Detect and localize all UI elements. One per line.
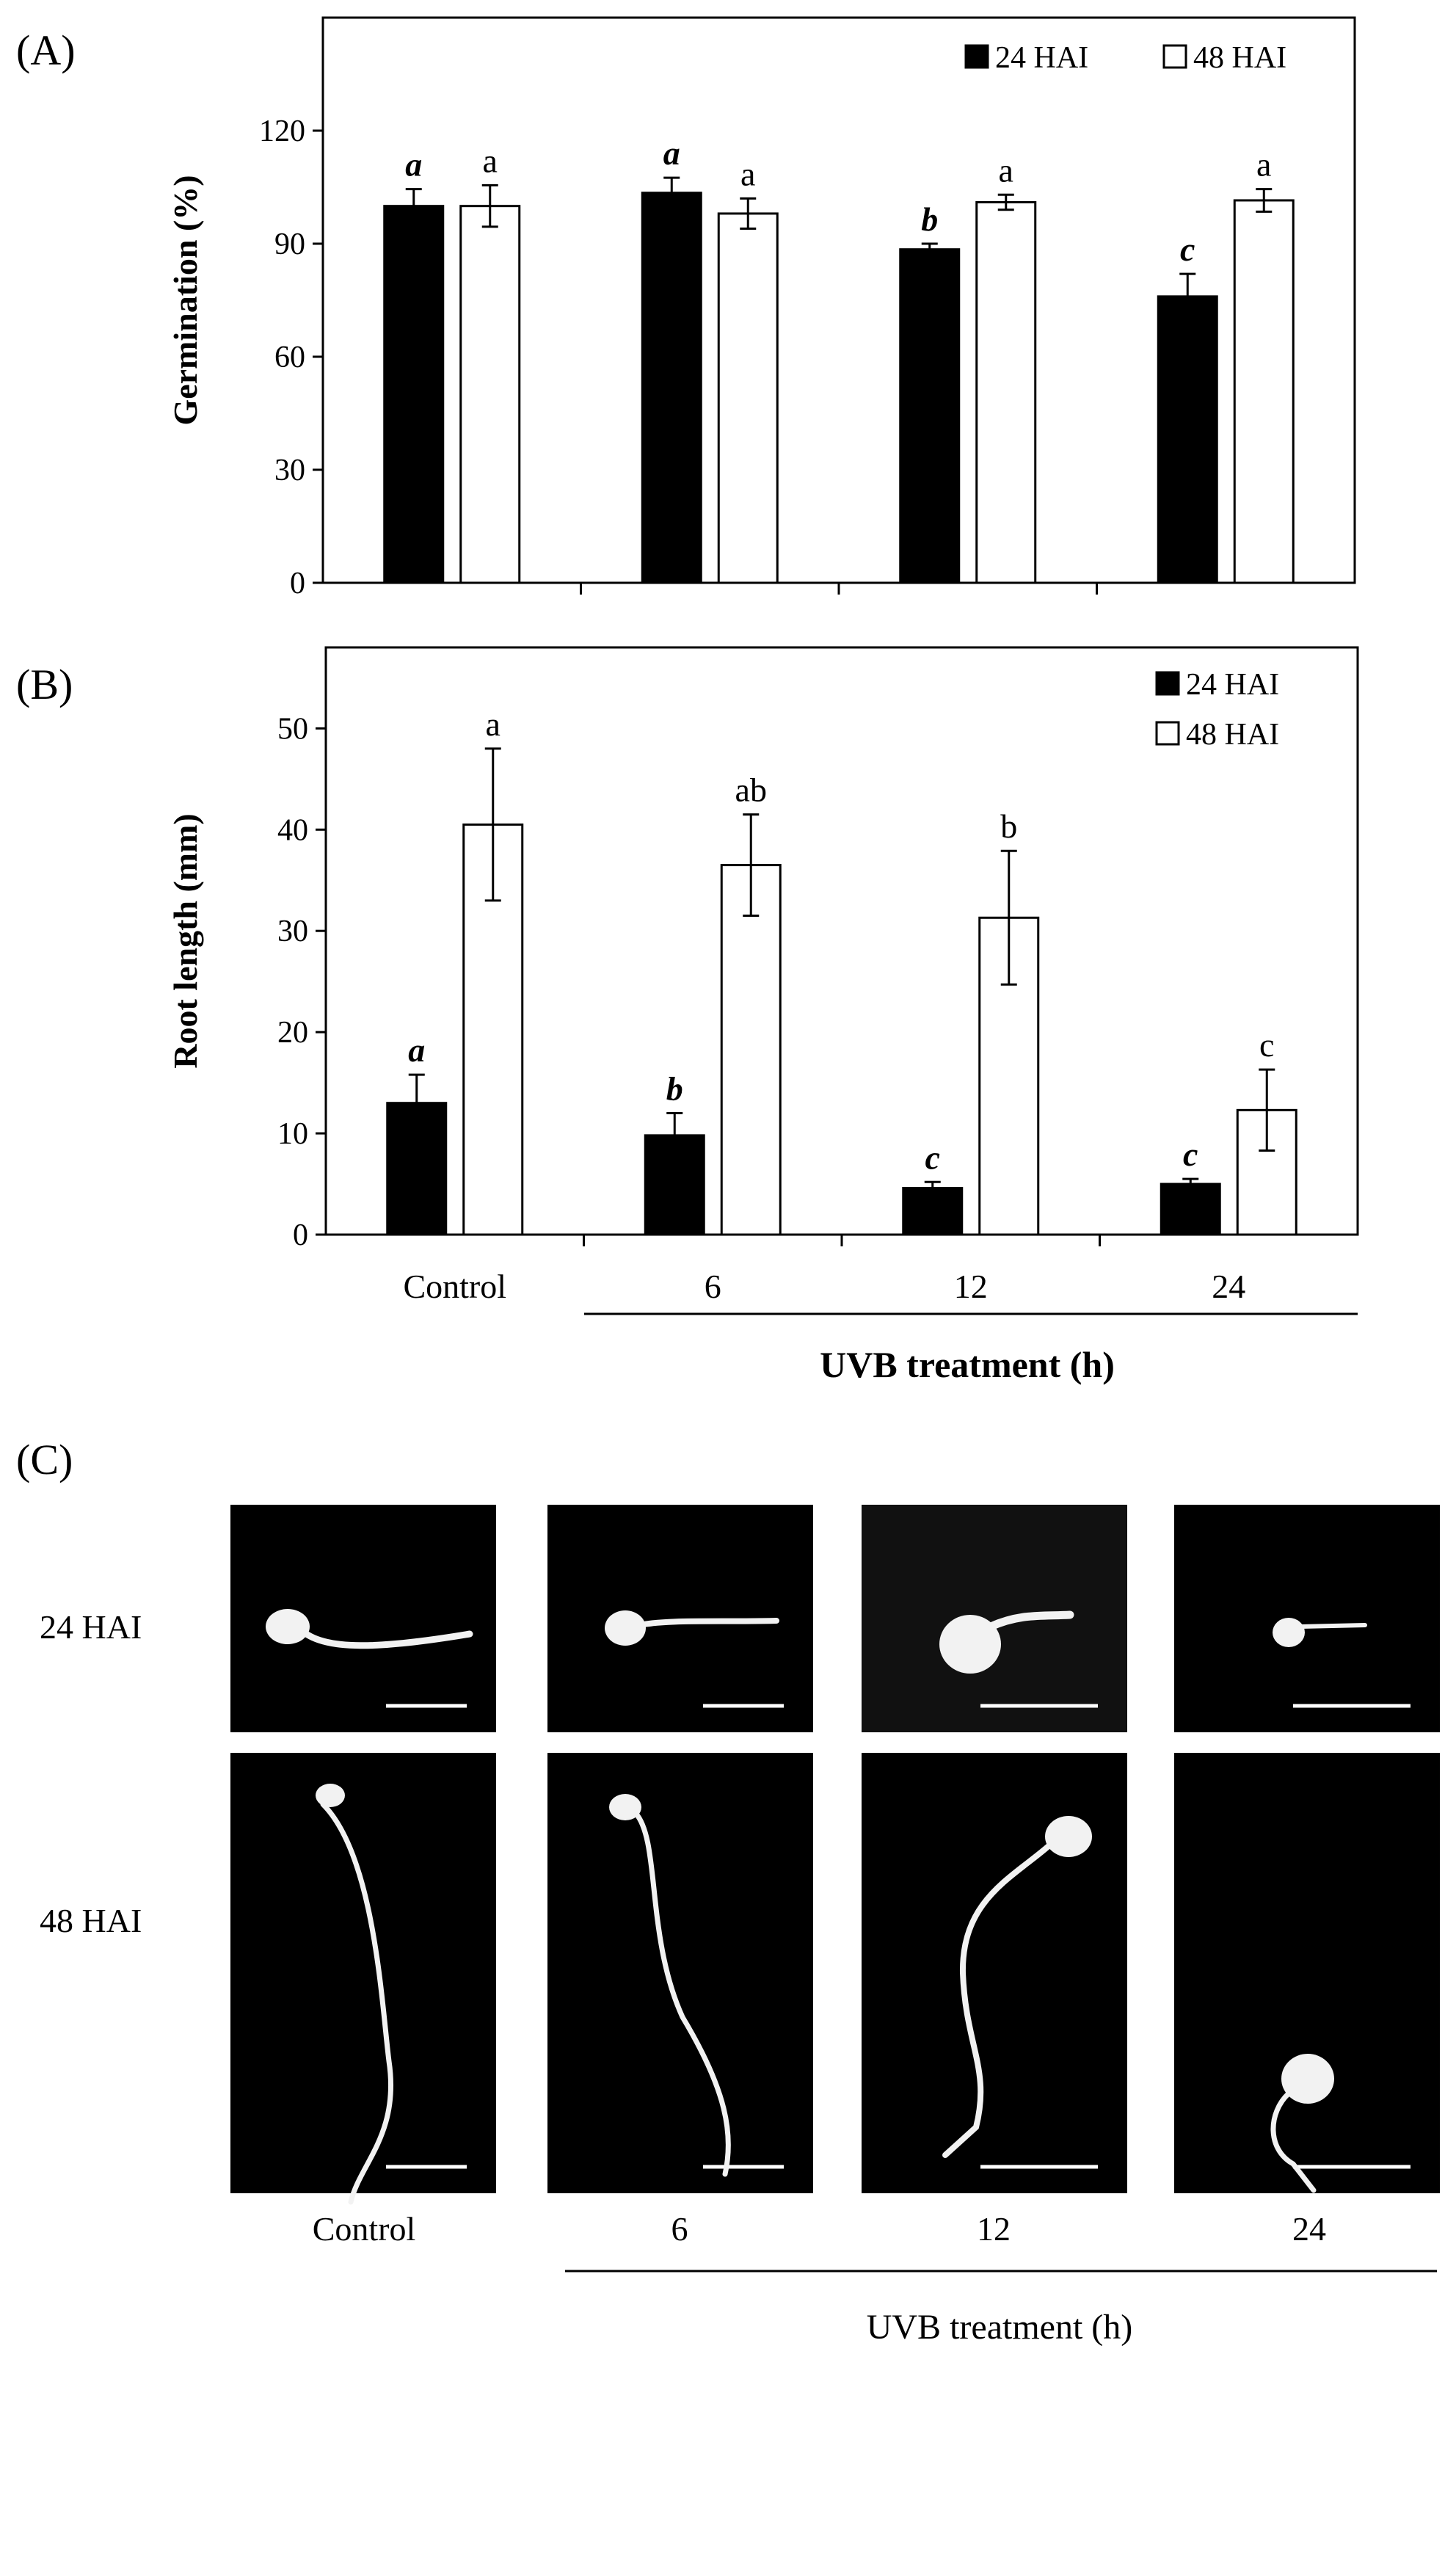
seedling-photo	[1174, 1753, 1440, 2193]
seedling-root	[320, 1801, 394, 2205]
significance-letter: c	[1183, 1136, 1198, 1173]
significance-letter: c	[1259, 1026, 1274, 1064]
significance-letter: a	[740, 155, 755, 192]
significance-letter: a	[999, 151, 1013, 189]
y-tick-label: 20	[277, 1016, 308, 1050]
panel-label-c: (C)	[16, 1436, 73, 1483]
panel-label-a: (A)	[16, 26, 76, 74]
seedling-seed	[1045, 1816, 1092, 1857]
column-label: Control	[313, 2210, 416, 2248]
legend-label: 48 HAI	[1193, 41, 1286, 75]
legend-swatch	[1155, 721, 1180, 746]
bar	[383, 205, 445, 584]
bar	[1160, 1183, 1221, 1236]
y-tick-label: 30	[274, 454, 305, 487]
significance-letter: a	[408, 1031, 425, 1069]
bar	[641, 192, 702, 584]
bar	[1233, 199, 1295, 584]
column-label: 6	[671, 2210, 688, 2248]
seedling-seed	[1281, 2054, 1334, 2104]
significance-letter: a	[663, 134, 680, 172]
y-tick-label: 30	[277, 915, 308, 948]
significance-letter: a	[405, 146, 422, 184]
photo-x-label: UVB treatment (h)	[867, 2308, 1133, 2347]
seedling-photo	[862, 1753, 1127, 2193]
seedling-root	[942, 1842, 1052, 2158]
bar	[902, 1187, 964, 1236]
legend-swatch	[1162, 44, 1187, 69]
y-tick-label: 60	[274, 341, 305, 374]
row-label: 24 HAI	[40, 1608, 142, 1646]
seedling-root	[637, 1618, 779, 1628]
bar	[975, 201, 1037, 584]
y-tick-label: 10	[277, 1117, 308, 1151]
significance-letter: b	[921, 200, 938, 238]
seedling-root	[1270, 2090, 1317, 2193]
significance-letter: c	[925, 1138, 940, 1176]
y-tick-label: 50	[277, 712, 308, 746]
x-tick-label: 12	[954, 1268, 988, 1305]
seedling-root	[1300, 1623, 1367, 1629]
seedling-seed	[316, 1784, 345, 1807]
seedling-photo	[547, 1753, 813, 2193]
seedling-root	[633, 1810, 731, 2177]
x-tick-label: Control	[403, 1268, 506, 1305]
significance-letter: b	[1000, 807, 1017, 845]
legend-label: 24 HAI	[1186, 668, 1279, 702]
seedling-seed	[1273, 1618, 1305, 1647]
x-tick-label: 6	[705, 1268, 721, 1305]
bar	[899, 248, 961, 584]
seedling-root	[986, 1610, 1074, 1631]
significance-letter: b	[666, 1069, 683, 1107]
y-tick-label: 0	[290, 567, 305, 600]
significance-letter: c	[1180, 230, 1195, 268]
seedling-root	[297, 1626, 473, 1649]
significance-letter: a	[483, 142, 498, 179]
seedling-photo	[862, 1505, 1127, 1732]
y-tick-label: 90	[274, 228, 305, 261]
significance-letter: a	[1256, 146, 1271, 184]
seedling-seed	[266, 1609, 310, 1644]
significance-letter: ab	[735, 771, 767, 809]
legend-label: 24 HAI	[995, 41, 1088, 75]
seedling-photo	[1174, 1505, 1440, 1732]
y-tick-label: 0	[293, 1218, 308, 1252]
significance-letter: a	[486, 705, 500, 743]
legend-label: 48 HAI	[1186, 718, 1279, 752]
seedling-seed	[605, 1610, 646, 1646]
row-label: 48 HAI	[40, 1902, 142, 1939]
bar	[459, 205, 521, 584]
y-axis-label: Root length (mm)	[167, 813, 204, 1069]
column-label: 12	[977, 2210, 1011, 2248]
legend-swatch	[1155, 671, 1180, 696]
seedling-photo	[230, 1753, 496, 2193]
panel-label-b: (B)	[16, 661, 73, 708]
seedling-seed	[939, 1615, 1001, 1674]
column-label: 24	[1292, 2210, 1326, 2248]
bar	[717, 212, 779, 584]
legend-swatch	[964, 44, 989, 69]
bar	[1157, 295, 1218, 584]
y-axis-label: Germination (%)	[167, 175, 204, 425]
x-tick-label: 24	[1212, 1268, 1245, 1305]
y-tick-label: 40	[277, 813, 308, 847]
x-axis-label: UVB treatment (h)	[820, 1344, 1115, 1385]
bar	[720, 864, 782, 1236]
chart-a: 0 30 60 90 120 Germination (%) a a b c a a a a 24 HAI 4…	[167, 16, 1356, 600]
photo-grid: 24 HAI 48 HAI Control 6 12 24 UVB treatment (h…	[40, 1505, 1440, 2347]
y-tick-label: 120	[259, 115, 305, 148]
